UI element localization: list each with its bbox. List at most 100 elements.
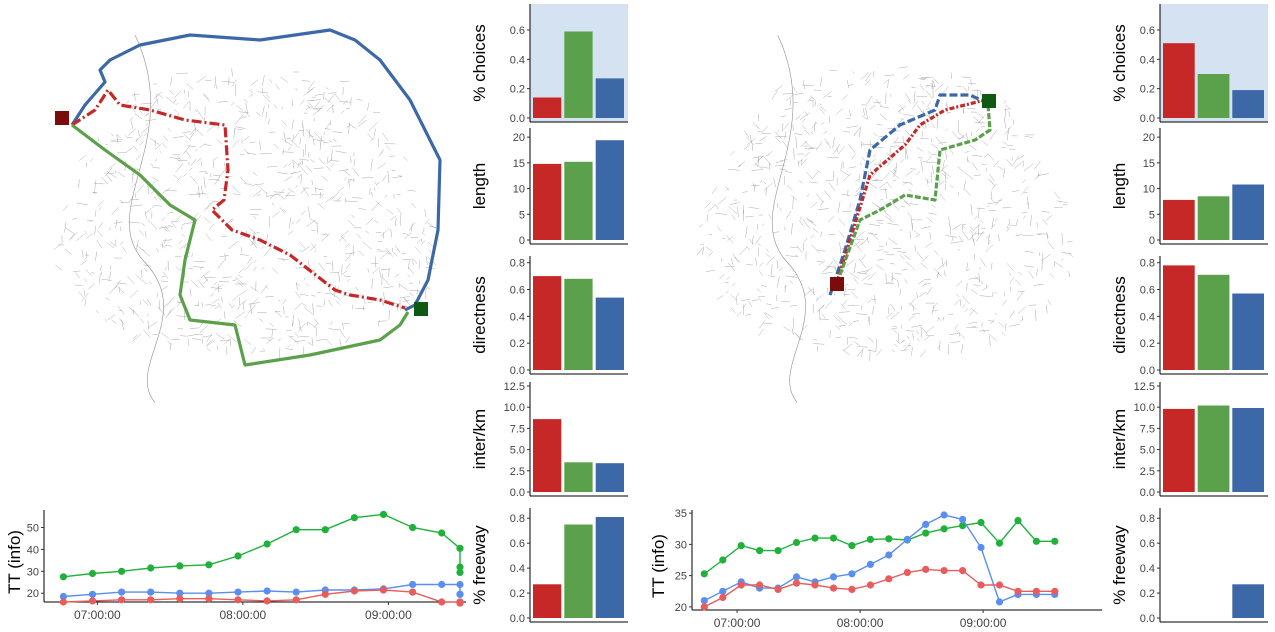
- road-segment: [381, 297, 384, 306]
- road-segment: [798, 180, 803, 184]
- road-segment: [307, 101, 313, 107]
- road-segment: [1021, 211, 1028, 214]
- y-tick-label: 0.6: [510, 538, 525, 550]
- y-tick-label: 5: [519, 209, 525, 221]
- road-segment: [757, 297, 762, 302]
- road-segment: [296, 267, 305, 269]
- road-segment: [307, 151, 310, 158]
- road-segment: [922, 255, 929, 262]
- road-segment: [864, 79, 871, 86]
- road-segment: [963, 180, 966, 191]
- road-segment: [897, 332, 900, 343]
- road-segment: [916, 95, 928, 98]
- road-segment: [875, 98, 882, 107]
- road-segment: [295, 87, 298, 91]
- road-segment: [318, 157, 325, 165]
- road-segment: [384, 194, 388, 198]
- road-segment: [968, 322, 978, 324]
- road-segment: [353, 159, 356, 166]
- tt-point: [234, 596, 242, 604]
- road-segment: [340, 270, 347, 276]
- road-segment: [393, 252, 398, 257]
- x-tick-label: 07:00:00: [714, 616, 761, 630]
- road-segment: [332, 261, 334, 272]
- tt-point: [88, 590, 97, 598]
- tt-point: [1032, 587, 1040, 595]
- road-segment: [902, 113, 915, 117]
- tt-point: [409, 588, 417, 596]
- road-segment: [983, 153, 989, 158]
- road-segment: [124, 135, 128, 139]
- road-segment: [385, 247, 394, 257]
- road-segment: [308, 217, 318, 225]
- road-segment: [183, 100, 190, 109]
- road-segment: [136, 245, 145, 252]
- road-segment: [260, 284, 268, 294]
- road-segment: [398, 175, 403, 177]
- y-tick-label: 0.0: [510, 365, 525, 377]
- road-segment: [784, 284, 786, 293]
- road-segment: [759, 319, 766, 329]
- road-segment: [131, 183, 136, 188]
- road-segment: [945, 149, 947, 160]
- road-segment: [761, 166, 769, 169]
- road-segment: [900, 205, 905, 208]
- road-segment: [1006, 226, 1011, 232]
- road-segment: [232, 279, 237, 281]
- road-segment: [757, 242, 761, 247]
- road-segment: [970, 79, 972, 86]
- road-segment: [1047, 299, 1052, 306]
- road-segment: [809, 181, 818, 184]
- road-segment: [69, 233, 75, 241]
- road-segment: [174, 91, 182, 98]
- road-segment: [65, 227, 75, 235]
- road-segment: [872, 306, 874, 315]
- road-segment: [824, 190, 832, 200]
- road-segment: [863, 266, 873, 275]
- road-segment: [776, 260, 779, 268]
- road-segment: [802, 125, 806, 130]
- road-segment: [192, 337, 202, 341]
- road-segment: [812, 343, 825, 345]
- road-segment: [317, 202, 325, 209]
- y-tick-label: 0.8: [510, 513, 525, 525]
- road-segment: [206, 200, 215, 210]
- road-segment: [887, 79, 889, 89]
- y-tick-label: 0.8: [510, 258, 525, 270]
- road-segment: [964, 188, 971, 196]
- road-segment: [915, 233, 921, 238]
- road-segment: [348, 122, 350, 135]
- road-segment: [859, 127, 861, 137]
- road-segment: [313, 323, 318, 328]
- road-segment: [850, 291, 859, 299]
- road-segment: [373, 128, 376, 137]
- road-segment: [887, 127, 899, 130]
- road-segment: [833, 315, 841, 323]
- road-segment: [735, 292, 740, 298]
- road-segment: [105, 143, 109, 146]
- road-segment: [719, 273, 725, 280]
- road-segment: [136, 184, 145, 193]
- road-segment: [412, 260, 414, 266]
- road-segment: [89, 219, 94, 222]
- y-tick-label: 10: [513, 184, 525, 196]
- road-segment: [109, 270, 112, 277]
- road-segment: [218, 168, 226, 178]
- road-segment: [262, 106, 265, 115]
- road-segment: [916, 146, 924, 152]
- road-segment: [164, 238, 166, 245]
- road-segment: [800, 141, 808, 147]
- road-segment: [338, 169, 349, 172]
- tt-point: [350, 514, 358, 522]
- road-segment: [955, 293, 960, 297]
- tt-point: [147, 596, 155, 604]
- road-segment: [960, 344, 964, 354]
- road-segment: [944, 270, 946, 277]
- road-segment: [154, 144, 162, 150]
- x-tick-label: 09:00:00: [960, 616, 1007, 630]
- road-segment: [755, 257, 758, 266]
- road-segment: [321, 193, 325, 198]
- bar: [1197, 405, 1230, 492]
- road-segment: [980, 227, 986, 229]
- road-segment: [302, 124, 305, 137]
